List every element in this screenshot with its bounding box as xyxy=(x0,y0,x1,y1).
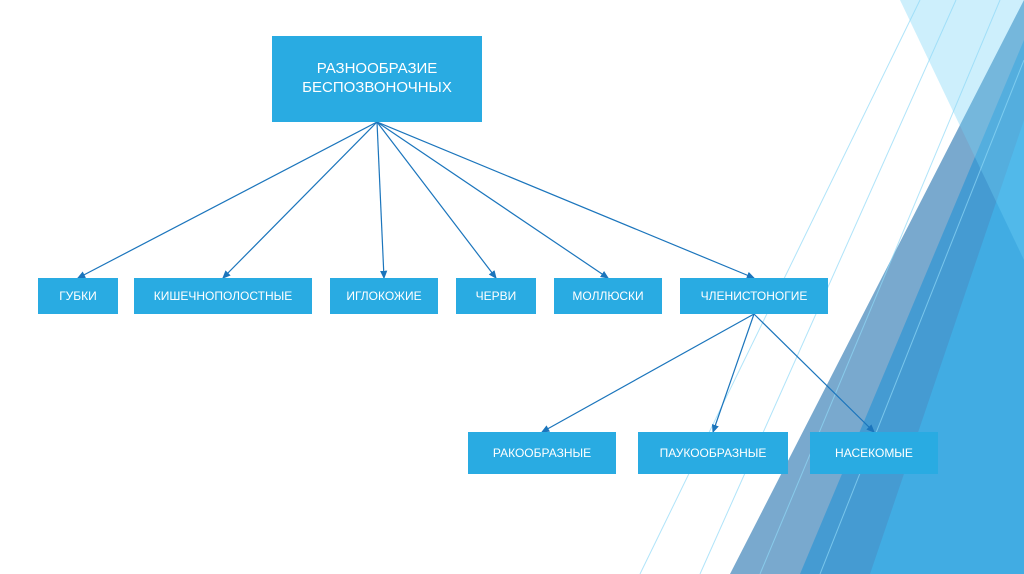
edge-c6-g2 xyxy=(713,314,754,432)
node-label: КИШЕЧНОПОЛОСТНЫЕ xyxy=(154,289,293,304)
edge-c6-g3 xyxy=(754,314,874,432)
node-label: РАКООБРАЗНЫЕ xyxy=(493,446,591,461)
node-label: ЧЕРВИ xyxy=(476,289,517,304)
node-label: МОЛЛЮСКИ xyxy=(572,289,643,304)
node-label: ИГЛОКОЖИЕ xyxy=(346,289,421,304)
edge-c6-g1 xyxy=(542,314,754,432)
node-label: НАСЕКОМЫЕ xyxy=(835,446,913,461)
edge-root-c3 xyxy=(377,122,384,278)
node-label: ЧЛЕНИСТОНОГИЕ xyxy=(701,289,808,304)
node-c4: ЧЕРВИ xyxy=(456,278,536,314)
node-label: ПАУКООБРАЗНЫЕ xyxy=(660,446,767,461)
edge-root-c5 xyxy=(377,122,608,278)
node-root: РАЗНООБРАЗИЕ БЕСПОЗВОНОЧНЫХ xyxy=(272,36,482,122)
node-c1: ГУБКИ xyxy=(38,278,118,314)
edge-root-c2 xyxy=(223,122,377,278)
edge-root-c1 xyxy=(78,122,377,278)
node-c5: МОЛЛЮСКИ xyxy=(554,278,662,314)
node-label: БЕСПОЗВОНОЧНЫХ xyxy=(302,79,452,96)
diagram-stage: { "canvas": { "width": 1024, "height": 5… xyxy=(0,0,1024,574)
node-label: РАЗНООБРАЗИЕ xyxy=(317,60,438,77)
edge-root-c6 xyxy=(377,122,754,278)
edge-root-c4 xyxy=(377,122,496,278)
node-g2: ПАУКООБРАЗНЫЕ xyxy=(638,432,788,474)
node-c6: ЧЛЕНИСТОНОГИЕ xyxy=(680,278,828,314)
node-c2: КИШЕЧНОПОЛОСТНЫЕ xyxy=(134,278,312,314)
node-c3: ИГЛОКОЖИЕ xyxy=(330,278,438,314)
node-g3: НАСЕКОМЫЕ xyxy=(810,432,938,474)
node-g1: РАКООБРАЗНЫЕ xyxy=(468,432,616,474)
node-label: ГУБКИ xyxy=(59,289,97,304)
